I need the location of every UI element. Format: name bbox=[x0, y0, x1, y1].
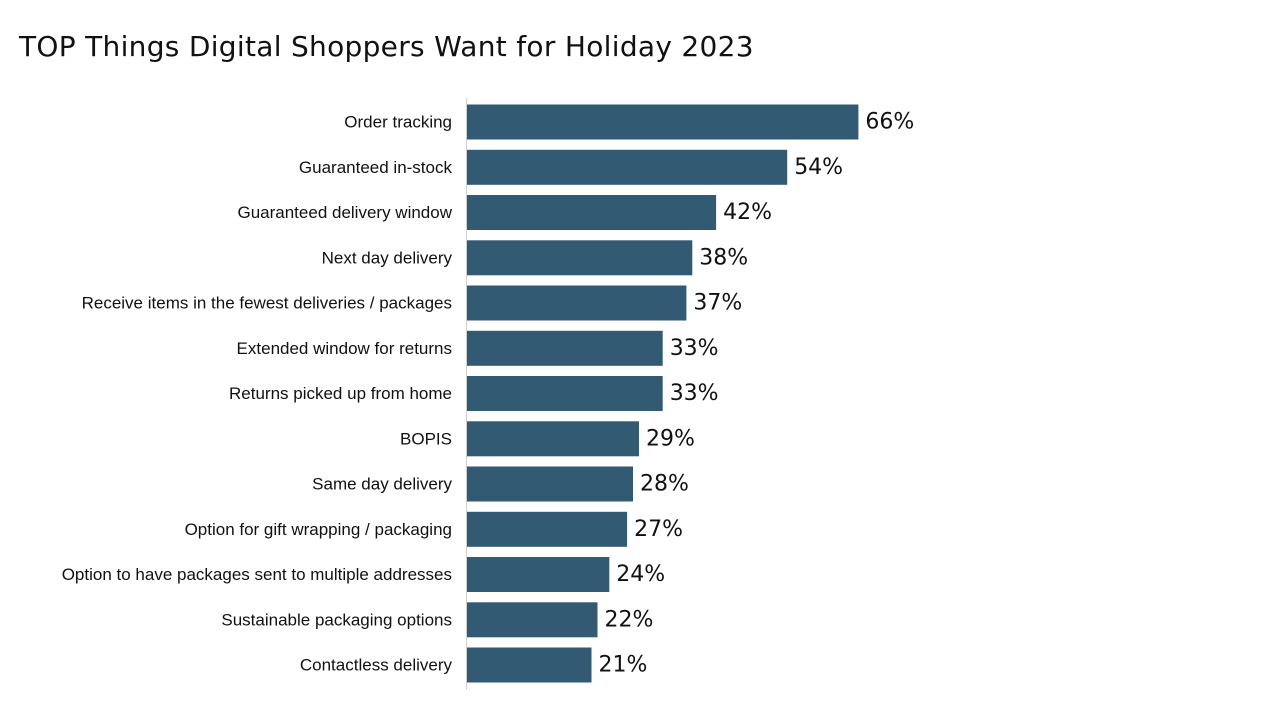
category-labels-group: Order tracking Guaranteed in-stock Guarant… bbox=[62, 113, 453, 675]
value-label: 66% bbox=[865, 110, 914, 135]
value-label: 37% bbox=[693, 291, 742, 316]
bar bbox=[467, 104, 859, 140]
value-label: 29% bbox=[646, 426, 695, 451]
category-label: Extended window for returns bbox=[237, 339, 452, 358]
value-label: 42% bbox=[723, 200, 772, 225]
value-label: 38% bbox=[699, 245, 748, 270]
value-label: 33% bbox=[670, 336, 719, 361]
category-label: Receive items in the fewest deliveries /… bbox=[82, 294, 452, 313]
value-label: 24% bbox=[616, 562, 665, 587]
category-label: Option for gift wrapping / packaging bbox=[185, 520, 452, 539]
category-label: Guaranteed delivery window bbox=[237, 203, 452, 222]
category-label: Contactless delivery bbox=[300, 656, 453, 675]
category-label: BOPIS bbox=[400, 429, 452, 448]
value-label: 27% bbox=[634, 517, 683, 542]
bar bbox=[467, 149, 788, 185]
bar bbox=[467, 511, 628, 547]
value-label: 21% bbox=[599, 653, 648, 678]
bar bbox=[467, 466, 633, 502]
bar bbox=[467, 376, 663, 411]
bar bbox=[467, 240, 693, 276]
value-label: 33% bbox=[670, 381, 719, 406]
category-label: Order tracking bbox=[344, 113, 452, 132]
chart-title: TOP Things Digital Shoppers Want for Hol… bbox=[19, 30, 754, 63]
bar bbox=[467, 557, 610, 592]
bar bbox=[467, 602, 598, 638]
category-label: Option to have packages sent to multiple… bbox=[62, 565, 452, 584]
bars-group bbox=[467, 104, 859, 683]
bar bbox=[467, 195, 717, 230]
category-label: Sustainable packaging options bbox=[221, 610, 452, 629]
category-label: Next day delivery bbox=[322, 248, 453, 267]
category-label: Same day delivery bbox=[312, 475, 452, 494]
bar bbox=[467, 285, 687, 321]
bar bbox=[467, 330, 663, 366]
category-label: Guaranteed in-stock bbox=[299, 158, 453, 177]
bar bbox=[467, 647, 592, 683]
value-label: 54% bbox=[794, 155, 843, 180]
value-label: 28% bbox=[640, 472, 689, 497]
value-labels-group: 66% 54% 42% 38% 37% 33% 33% 29% 28% 27% 24% 22% 21% bbox=[599, 110, 915, 678]
value-label: 22% bbox=[605, 607, 654, 632]
bar bbox=[467, 421, 639, 457]
category-label: Returns picked up from home bbox=[229, 384, 452, 403]
